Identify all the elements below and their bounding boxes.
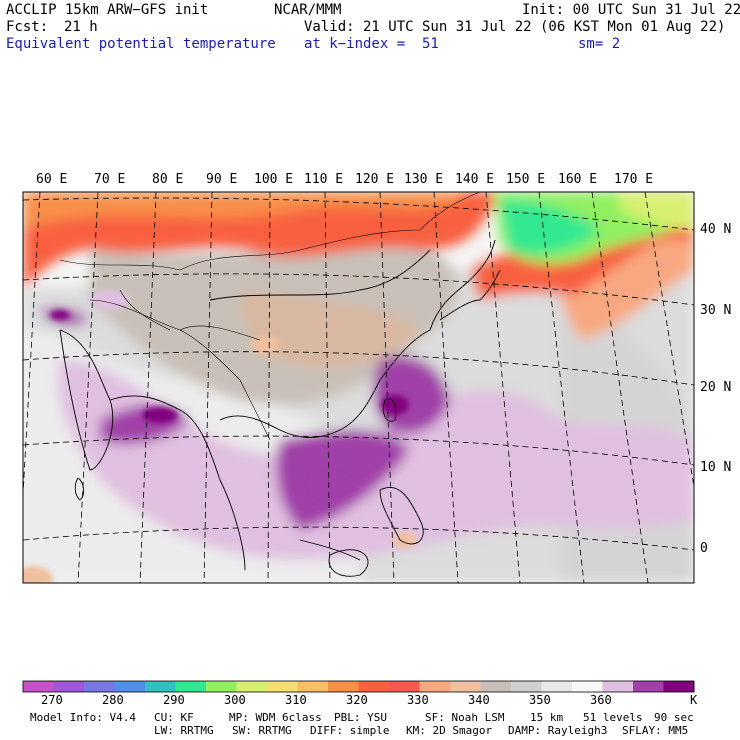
forecast-label: Fcst: (6, 19, 49, 35)
model-title: ACCLIP 15km ARW−GFS init (6, 2, 209, 18)
colorbar-cell (145, 681, 176, 692)
colorbar-cell (236, 681, 268, 692)
lon-label: 130 E (404, 172, 444, 187)
cu-scheme: CU: KF (154, 711, 194, 724)
colorbar-cell (267, 681, 298, 692)
colorbar-cell (480, 681, 512, 692)
country-borders (59, 192, 481, 441)
colorbar-cell (450, 681, 481, 692)
lat-label: 0 (700, 541, 708, 556)
diff-scheme: DIFF: simple (310, 724, 390, 737)
colorbar-label: 290 (163, 693, 185, 707)
damp-scheme: DAMP: Rayleigh3 (508, 724, 608, 737)
field-shading (23, 192, 694, 583)
colorbar-cell (23, 681, 54, 692)
lon-label: 80 E (152, 172, 184, 187)
lon-label: 70 E (94, 172, 126, 187)
sw-scheme: SW: RRTMG (232, 724, 292, 737)
km-scheme: KM: 2D Smagor (406, 724, 493, 737)
colorbar-cell (206, 681, 237, 692)
colorbar-cell (114, 681, 146, 692)
colorbar-cell (511, 681, 542, 692)
colorbar-label: 360 (590, 693, 612, 707)
lw-scheme: LW: RRTMG (154, 724, 214, 737)
init-time: Init: 00 UTC Sun 31 Jul 22 (522, 2, 740, 18)
colorbar-cell (419, 681, 451, 692)
colorbar-cell (297, 681, 329, 692)
vertical-levels: 51 levels (583, 711, 643, 724)
lat-label: 40 N (700, 222, 732, 237)
lon-label: 110 E (304, 172, 344, 187)
colorbar-cell (541, 681, 573, 692)
colorbar-cell (602, 681, 634, 692)
meridians (23, 192, 694, 583)
colorbar-cell (663, 681, 695, 692)
model-info: Model Info: V4.4 (30, 711, 136, 724)
lon-label: 150 E (506, 172, 546, 187)
grid-spacing: 15 km (530, 711, 564, 724)
colorbar-cell (175, 681, 207, 692)
colorbar-label: 300 (224, 693, 246, 707)
field-name: Equivalent potential temperature (6, 36, 276, 52)
sflay-scheme: SFLAY: MM5 (622, 724, 689, 737)
lon-label: 140 E (455, 172, 495, 187)
colorbar-label: 320 (346, 693, 368, 707)
colorbar-label: 350 (529, 693, 551, 707)
colorbar-cell (358, 681, 390, 692)
colorbar-cell (633, 681, 664, 692)
lon-label: 60 E (36, 172, 68, 187)
colorbar-label: 310 (285, 693, 307, 707)
coastlines (59, 239, 501, 577)
colorbar-label: 330 (407, 693, 429, 707)
forecast-hour: 21 h (64, 19, 98, 35)
colorbar-cell (572, 681, 603, 692)
lon-label: 160 E (558, 172, 598, 187)
smoothing-info: sm= 2 (578, 36, 621, 52)
colorbar-label: 270 (41, 693, 63, 707)
timestep: 90 sec (654, 711, 694, 724)
lon-label: 120 E (355, 172, 395, 187)
level-info: at k−index = 51 (304, 36, 439, 52)
map-frame (22, 191, 695, 584)
pbl-scheme: PBL: YSU (334, 711, 387, 724)
lon-label: 100 E (254, 172, 294, 187)
lat-label: 10 N (700, 460, 732, 475)
lat-label: 20 N (700, 380, 732, 395)
colorbar-cell (84, 681, 115, 692)
mp-scheme: MP: WDM 6class (229, 711, 322, 724)
colorbar-cell (328, 681, 359, 692)
colorbar-label: 280 (102, 693, 124, 707)
colorbar-cell (389, 681, 420, 692)
lat-label: 30 N (700, 303, 732, 318)
valid-time: Valid: 21 UTC Sun 31 Jul 22 (06 KST Mon … (304, 19, 726, 35)
lon-label: 170 E (614, 172, 654, 187)
parallels (23, 197, 694, 551)
colorbar-cell (53, 681, 85, 692)
org-label: NCAR/MMM (274, 2, 342, 18)
lon-label: 90 E (206, 172, 238, 187)
field-detail (23, 290, 670, 583)
sf-scheme: SF: Noah LSM (425, 711, 505, 724)
colorbar-unit: K (690, 693, 698, 707)
colorbar-label: 340 (468, 693, 490, 707)
